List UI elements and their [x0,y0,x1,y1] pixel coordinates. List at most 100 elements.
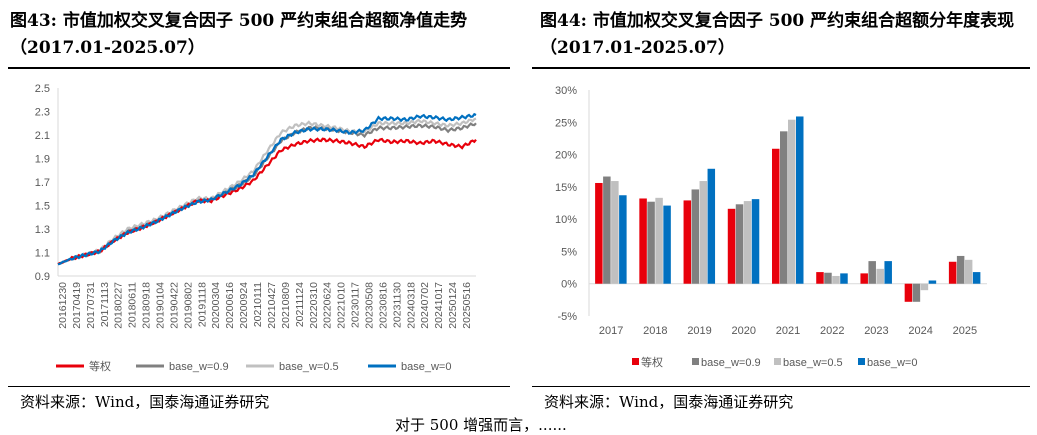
bar-base_w=0.9-2020 [735,204,744,284]
bar-base_w=0.5-2022 [832,275,840,284]
y-tick-label: 1.7 [35,177,50,189]
x-tick-label: 2023 [864,325,888,337]
x-tick-label: 2020 [732,325,756,337]
y-tick-label: 1.1 [35,248,50,260]
legend-label: base_w=0.9 [701,357,761,369]
y-tick-label: 5% [561,246,577,258]
bar-base_w=0.9-2017 [603,176,611,284]
x-tick-label: 2022 [820,325,844,337]
bar-base_w=0-2024 [928,280,937,284]
x-tick-label: 2025 [953,325,977,337]
x-tick-label: 20190802 [182,282,194,329]
x-tick-label: 20230816 [377,282,389,329]
x-tick-label: 20231130 [391,282,403,328]
x-tick-label: 20220310 [308,282,320,329]
bar-等权-2017 [595,182,603,284]
bar-base_w=0.9-2019 [691,189,700,284]
x-tick-label: 20250124 [447,282,459,329]
x-tick-label: 20230117 [350,282,362,328]
y-tick-label: -5% [557,311,577,323]
bar-base_w=0.5-2021 [788,119,796,284]
divider [532,386,1030,387]
x-tick-label: 20180918 [141,282,153,329]
bar-base_w=0.5-2020 [743,201,752,284]
body-text: 对于 500 增强而言，...... [395,416,567,434]
y-tick-label: 2.3 [35,107,50,119]
bar-base_w=0-2019 [707,168,716,284]
x-tick-label: 20200304 [210,282,222,329]
divider [8,386,510,387]
x-tick-label: 20221010 [336,282,348,329]
bar-base_w=0-2020 [751,199,760,284]
bar-base_w=0.9-2025 [956,255,965,284]
x-tick-label: 20210111 [252,282,264,327]
bar-base_w=0.5-2019 [699,181,708,284]
bar-base_w=0.5-2017 [611,181,619,284]
bar-等权-2020 [727,208,736,284]
x-tick-label: 20200924 [238,282,250,329]
bar-base_w=0.5-2023 [876,268,884,284]
bar-base_w=0.9-2023 [868,261,876,284]
bar-base_w=0.9-2021 [780,131,788,284]
bar-等权-2024 [904,283,913,302]
y-tick-label: 1.3 [35,224,50,236]
y-tick-label: 20% [555,150,577,162]
legend-label: base_w=0.5 [279,361,339,373]
x-tick-label: 20241017 [433,282,445,329]
bar-base_w=0.5-2024 [920,283,929,291]
x-tick-label: 20240702 [419,282,431,329]
x-tick-label: 20161230 [57,282,69,329]
bar-base_w=0-2023 [884,261,892,284]
bar-base_w=0-2021 [796,116,804,284]
x-tick-label: 20180227 [113,282,125,329]
x-tick-label: 20171113 [99,282,111,327]
bar-base_w=0.5-2025 [964,259,973,284]
bar-等权-2019 [683,200,692,284]
y-tick-label: 1.9 [35,154,50,166]
x-tick-label: 20230508 [363,282,375,329]
bar-chart: -5% 0% 5% 10% 15% 20% 25% 30% 2017 2018 2019 2020 20… [555,85,987,369]
divider [532,67,1030,69]
x-tick-label: 2017 [599,325,623,337]
x-tick-label: 2021 [776,325,800,337]
legend-label: base_w=0 [867,357,917,369]
bar-等权-2022 [816,272,824,284]
y-tick-label: 25% [555,117,577,129]
bar-base_w=0-2018 [663,205,671,284]
y-tick-label: 1.5 [35,201,50,213]
x-tick-label: 20180611 [127,282,139,328]
series-line-base_w=0.5 [57,117,477,265]
series-line-等权 [57,137,477,266]
y-tick-label: 30% [555,85,577,97]
x-tick-label: 20220624 [322,282,334,329]
legend-swatch [858,358,865,365]
legend-label: 等权 [89,359,111,373]
y-tick-label: 15% [555,182,577,194]
bar-base_w=0-2025 [972,272,981,284]
bar-base_w=0-2022 [840,273,848,284]
legend-label: base_w=0.9 [169,361,229,373]
source-note: 资料来源：Wind，国泰海通证券研究 [544,393,794,411]
legend-label: base_w=0.5 [783,357,843,369]
figure-43-title: 图43: 市值加权交叉复合因子 500 严约束组合超额净值走势（2017.01-… [10,11,468,58]
y-tick-label: 0.9 [35,271,50,283]
x-tick-label: 20200616 [224,282,236,329]
x-tick-label: 20210427 [266,282,278,329]
series-line-base_w=0 [57,112,477,266]
bar-等权-2023 [860,273,868,284]
bar-base_w=0.9-2018 [647,201,655,284]
x-tick-label: 20211124 [294,282,306,327]
source-note: 资料来源：Wind，国泰海通证券研究 [20,393,270,411]
x-tick-label: 2019 [687,325,711,337]
legend-swatch [632,358,639,365]
x-tick-label: 20170419 [71,282,83,329]
x-tick-label: 20190422 [168,282,180,329]
bar-等权-2021 [772,148,780,284]
x-tick-label: 20250516 [461,282,473,329]
legend-label: 等权 [641,355,663,369]
x-tick-label: 20190104 [155,282,167,329]
y-tick-label: 2.1 [35,130,50,142]
bar-base_w=0.9-2024 [912,283,921,302]
figure-44-title: 图44: 市值加权交叉复合因子 500 严约束组合超额分年度表现（2017.01… [540,11,1015,58]
